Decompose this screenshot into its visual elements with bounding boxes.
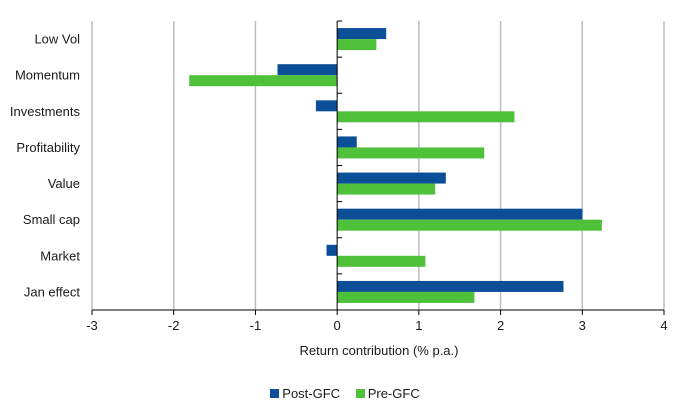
- category-label: Low Vol: [34, 32, 80, 47]
- axes: [91, 20, 665, 315]
- bars: [189, 28, 602, 303]
- bar-post-gfc-investments: [315, 100, 338, 112]
- gridlines: [91, 21, 665, 310]
- bar-pre-gfc-low-vol: [337, 39, 377, 51]
- category-label: Investments: [10, 104, 81, 119]
- bar-pre-gfc-profitability: [337, 147, 485, 159]
- bar-pre-gfc-jan-effect: [337, 291, 475, 303]
- legend: Post-GFC Pre-GFC: [0, 386, 690, 401]
- x-tick-label: -2: [168, 318, 180, 333]
- category-label: Profitability: [16, 140, 80, 155]
- legend-swatch-post-gfc: [270, 389, 280, 398]
- x-tick-label: 3: [579, 318, 586, 333]
- x-tick-label: 4: [660, 318, 667, 333]
- bar-pre-gfc-small-cap: [337, 219, 602, 231]
- x-tick-label: 2: [497, 318, 504, 333]
- bar-post-gfc-low-vol: [337, 28, 387, 40]
- x-tick-label: -1: [250, 318, 262, 333]
- category-labels: Low Vol Momentum Investments Profitability V…: [10, 32, 81, 300]
- bar-post-gfc-value: [337, 172, 446, 184]
- bar-post-gfc-jan-effect: [337, 280, 564, 292]
- bar-pre-gfc-market: [337, 255, 426, 267]
- legend-item-post-gfc: Post-GFC: [270, 386, 340, 401]
- category-label: Market: [40, 248, 80, 263]
- bar-post-gfc-momentum: [277, 64, 338, 76]
- category-label: Jan effect: [24, 284, 81, 299]
- bar-post-gfc-market: [326, 244, 338, 256]
- bar-pre-gfc-momentum: [189, 75, 338, 87]
- category-label: Small cap: [23, 212, 80, 227]
- x-tick-labels: -3 -2 -1 0 1 2 3 4: [86, 318, 667, 333]
- legend-label-post-gfc: Post-GFC: [282, 386, 341, 401]
- x-tick-label: 0: [334, 318, 341, 333]
- category-label: Value: [48, 176, 80, 191]
- category-label: Momentum: [15, 68, 80, 83]
- bar-post-gfc-profitability: [337, 136, 357, 148]
- legend-item-pre-gfc: Pre-GFC: [355, 386, 420, 401]
- x-axis-title: Return contribution (% p.a.): [300, 343, 459, 358]
- legend-label-pre-gfc: Pre-GFC: [367, 386, 420, 401]
- bar-pre-gfc-value: [337, 183, 436, 195]
- legend-swatch-pre-gfc: [355, 389, 365, 398]
- bar-pre-gfc-investments: [337, 111, 515, 123]
- x-tick-label: -3: [86, 318, 98, 333]
- x-tick-label: 1: [415, 318, 422, 333]
- bar-post-gfc-small-cap: [337, 208, 583, 220]
